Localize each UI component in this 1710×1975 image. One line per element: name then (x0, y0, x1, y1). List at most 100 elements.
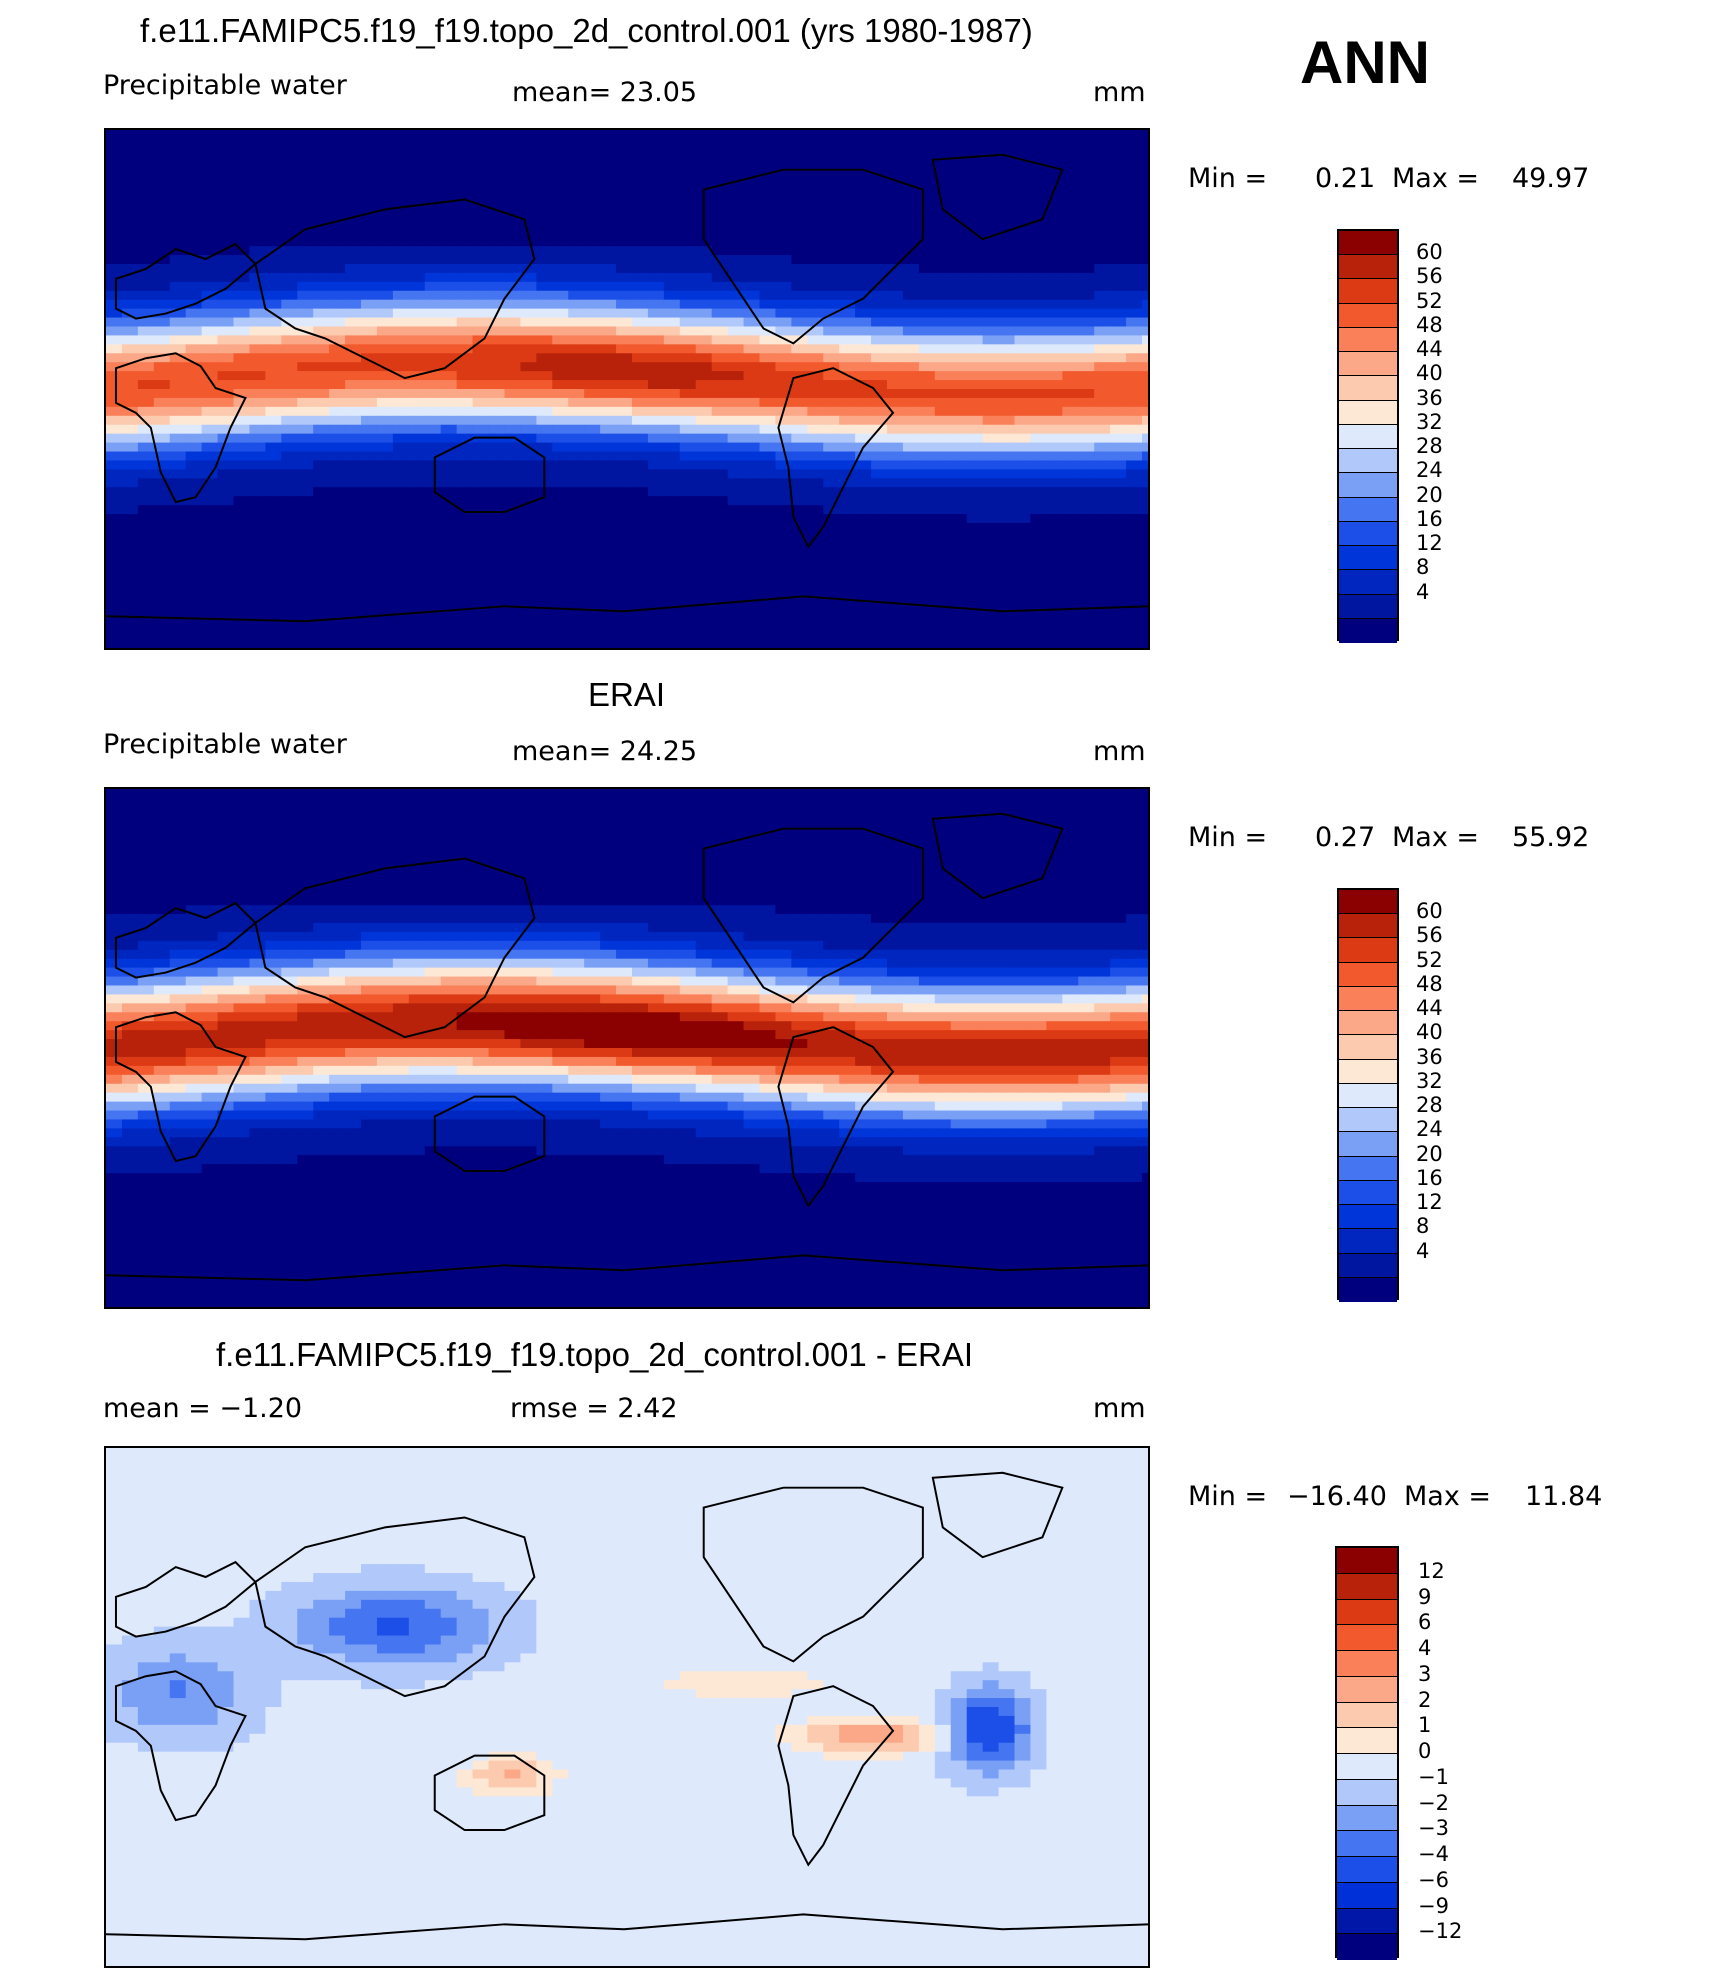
colorbar-tick-label: −9 (1418, 1893, 1449, 1918)
panel-1-colorbar (1337, 229, 1399, 643)
colorbar-swatch (1339, 1205, 1397, 1230)
colorbar-swatch (1339, 986, 1397, 1012)
colorbar-tick-label: 40 (1416, 1020, 1443, 1045)
panel-3-colorbar-ticks: 12 9 6 4 3 2 1 0 −1 −2 −3 −4 −6 −9 −12 (1418, 1546, 1478, 1958)
colorbar-swatch (1337, 1676, 1397, 1703)
colorbar-tick-label: 60 (1416, 899, 1443, 924)
colorbar-swatch (1339, 327, 1397, 353)
colorbar-tick-label: 36 (1416, 1044, 1443, 1069)
colorbar-tick-label: 6 (1418, 1610, 1432, 1635)
colorbar-tick-label: 12 (1416, 531, 1443, 556)
panel-3-max-label: Max = (1404, 1481, 1492, 1512)
colorbar-tick-label: 4 (1416, 579, 1430, 604)
colorbar-tick-label: 2 (1418, 1687, 1432, 1712)
panel-3-min-label: Min = (1188, 1481, 1268, 1512)
colorbar-swatch (1339, 1132, 1397, 1157)
colorbar-swatch (1339, 352, 1397, 377)
colorbar-swatch (1339, 1180, 1397, 1206)
colorbar-swatch (1339, 1059, 1397, 1084)
colorbar-tick-label: 56 (1416, 923, 1443, 948)
colorbar-tick-label: 32 (1416, 409, 1443, 434)
colorbar-tick-label: 20 (1416, 482, 1443, 507)
colorbar-swatch (1339, 473, 1397, 498)
colorbar-swatch (1339, 1083, 1397, 1109)
colorbar-tick-label: 44 (1416, 337, 1443, 362)
panel-2-max-value: 55.92 (1512, 822, 1590, 853)
panel-3-map (104, 1446, 1150, 1968)
colorbar-swatch (1337, 1573, 1397, 1600)
colorbar-swatch (1339, 424, 1397, 450)
colorbar-tick-label: −2 (1418, 1790, 1449, 1815)
colorbar-tick-label: 48 (1416, 312, 1443, 337)
panel-2-map-svg (106, 789, 1148, 1307)
colorbar-tick-label: 44 (1416, 996, 1443, 1021)
colorbar-tick-label: −3 (1418, 1816, 1449, 1841)
panel-2-min-value: 0.27 (1315, 822, 1376, 853)
colorbar-tick-label: 32 (1416, 1068, 1443, 1093)
colorbar-tick-label: 4 (1418, 1636, 1432, 1660)
colorbar-swatch (1339, 400, 1397, 425)
colorbar-tick-label: 1 (1418, 1713, 1432, 1738)
colorbar-tick-label: 28 (1416, 434, 1443, 459)
colorbar-tick-label: 24 (1416, 1117, 1443, 1142)
colorbar-swatch (1337, 1651, 1397, 1677)
colorbar-tick-label: 9 (1418, 1584, 1432, 1609)
colorbar-tick-label: −4 (1418, 1842, 1449, 1866)
colorbar-tick-label: 28 (1416, 1093, 1443, 1118)
panel-2-min-label: Min = (1188, 822, 1268, 853)
colorbar-swatch (1339, 962, 1397, 987)
panel-3-max-value: 11.84 (1525, 1481, 1603, 1512)
colorbar-swatch (1339, 1108, 1397, 1133)
colorbar-swatch (1337, 1805, 1397, 1832)
colorbar-tick-label: 16 (1416, 506, 1443, 531)
panel-2-colorbar (1337, 888, 1399, 1302)
panel-3-units: mm (1093, 1393, 1146, 1424)
colorbar-swatch (1339, 1156, 1397, 1181)
panel-3-mean-label: mean = −1.20 (103, 1393, 303, 1424)
panel-1-map-svg (106, 130, 1148, 648)
colorbar-tick-label: 56 (1416, 264, 1443, 289)
colorbar-tick-label: 52 (1416, 288, 1443, 313)
panel-2-title: ERAI (588, 676, 666, 713)
season-label: ANN (1300, 29, 1430, 96)
colorbar-swatch (1339, 594, 1397, 619)
panel-3-rmse-label: rmse = 2.42 (510, 1393, 678, 1424)
colorbar-swatch (1339, 255, 1397, 280)
colorbar-swatch (1337, 1779, 1397, 1806)
colorbar-swatch (1337, 1599, 1397, 1626)
panel-2-max-label: Max = (1392, 822, 1480, 853)
colorbar-tick-label: 60 (1416, 240, 1443, 265)
colorbar-tick-label: 52 (1416, 947, 1443, 972)
colorbar-tick-label: −6 (1418, 1867, 1449, 1892)
panel-1-map (104, 128, 1150, 650)
colorbar-tick-label: 20 (1416, 1141, 1443, 1166)
colorbar-swatch (1339, 570, 1397, 595)
panel-2-mean-label: mean= 24.25 (512, 736, 698, 767)
colorbar-swatch (1339, 1035, 1397, 1060)
panel-2-map (104, 787, 1150, 1309)
colorbar-swatch (1339, 914, 1397, 939)
colorbar-swatch (1339, 279, 1397, 304)
colorbar-swatch (1339, 1229, 1397, 1254)
colorbar-swatch (1337, 1882, 1397, 1909)
colorbar-tick-label: 12 (1416, 1190, 1443, 1215)
colorbar-swatch (1339, 890, 1397, 915)
colorbar-tick-label: 24 (1416, 458, 1443, 483)
colorbar-swatch (1339, 938, 1397, 963)
colorbar-tick-label: 0 (1418, 1739, 1432, 1763)
panel-2-variable-label: Precipitable water (103, 729, 347, 760)
colorbar-swatch (1339, 231, 1397, 256)
panel-3-title: f.e11.FAMIPC5.f19_f19.topo_2d_control.00… (216, 1336, 974, 1373)
panel-1-colorbar-ticks: 60 56 52 48 44 40 36 32 28 24 20 16 12 8 4 (1416, 229, 1476, 641)
colorbar-swatch (1339, 1253, 1397, 1278)
colorbar-swatch (1337, 1625, 1397, 1651)
colorbar-swatch (1337, 1754, 1397, 1780)
colorbar-swatch (1339, 546, 1397, 571)
panel-2-units: mm (1093, 736, 1146, 767)
colorbar-swatch (1339, 303, 1397, 328)
colorbar-tick-label: −1 (1418, 1764, 1449, 1789)
colorbar-swatch (1339, 376, 1397, 401)
colorbar-tick-label: 3 (1418, 1661, 1432, 1686)
colorbar-swatch (1337, 1831, 1397, 1857)
colorbar-tick-label: 8 (1416, 555, 1430, 580)
